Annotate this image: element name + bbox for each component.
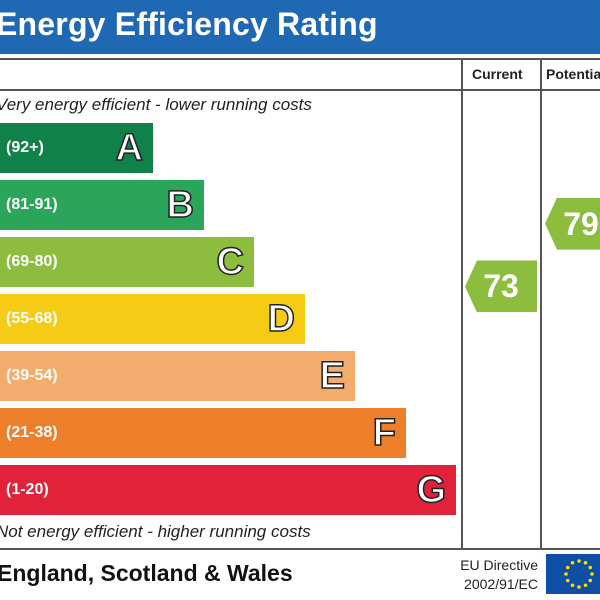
band-a: (92+) A bbox=[0, 123, 153, 173]
band-g-letter: G bbox=[416, 468, 447, 512]
header-bar: Energy Efficiency Rating bbox=[0, 0, 600, 54]
potential-column-header: Potential bbox=[546, 66, 600, 82]
region-label: England, Scotland & Wales bbox=[0, 560, 293, 586]
frame-bottom-line bbox=[0, 548, 600, 550]
eu-star bbox=[588, 578, 593, 583]
page-title: Energy Efficiency Rating bbox=[0, 6, 378, 42]
band-e-letter: E bbox=[319, 354, 346, 398]
current-column-divider bbox=[461, 58, 463, 550]
eu-star bbox=[570, 560, 575, 565]
band-g: (1-20) G bbox=[0, 465, 456, 515]
eu-star bbox=[590, 572, 594, 576]
band-c: (69-80) C bbox=[0, 237, 254, 287]
band-f: (21-38) F bbox=[0, 408, 406, 458]
potential-rating-arrow: 79 bbox=[545, 197, 600, 250]
eu-star bbox=[565, 565, 570, 570]
band-d-letter: D bbox=[267, 297, 296, 341]
band-c-range: (69-80) bbox=[6, 253, 58, 270]
eu-star bbox=[565, 578, 570, 583]
band-d-range: (55-68) bbox=[6, 310, 58, 327]
eu-star bbox=[583, 583, 588, 588]
eu-star bbox=[583, 560, 588, 565]
band-b: (81-91) B bbox=[0, 180, 204, 230]
current-column-header: Current bbox=[472, 66, 523, 82]
band-e: (39-54) E bbox=[0, 351, 355, 401]
eu-star bbox=[577, 585, 581, 589]
current-rating-arrow: 73 bbox=[465, 260, 537, 313]
band-f-range: (21-38) bbox=[6, 424, 58, 441]
band-a-letter: A bbox=[115, 126, 144, 170]
eu-star bbox=[564, 572, 568, 576]
eu-flag-icon bbox=[546, 554, 600, 594]
band-g-range: (1-20) bbox=[6, 481, 49, 498]
band-e-range: (39-54) bbox=[6, 367, 58, 384]
band-a-range: (92+) bbox=[6, 139, 44, 156]
current-rating-value: 73 bbox=[483, 268, 519, 305]
potential-rating-value: 79 bbox=[563, 205, 599, 242]
potential-column-divider bbox=[540, 58, 542, 550]
eu-directive-label: EU Directive bbox=[460, 557, 538, 573]
band-d: (55-68) D bbox=[0, 294, 305, 344]
band-f-letter: F bbox=[372, 411, 397, 455]
eu-star bbox=[588, 565, 593, 570]
eu-directive-number: 2002/91/EC bbox=[464, 576, 538, 592]
band-c-letter: C bbox=[216, 240, 245, 284]
frame-top-line bbox=[0, 58, 600, 60]
band-b-letter: B bbox=[166, 183, 195, 227]
eu-star bbox=[577, 559, 581, 563]
header-row-line bbox=[0, 89, 600, 91]
bottom-caption: Not energy efficient - higher running co… bbox=[0, 522, 311, 541]
band-b-range: (81-91) bbox=[6, 196, 58, 213]
eu-star bbox=[570, 583, 575, 588]
top-caption: Very energy efficient - lower running co… bbox=[0, 95, 312, 114]
eu-stars-ring bbox=[564, 559, 594, 589]
